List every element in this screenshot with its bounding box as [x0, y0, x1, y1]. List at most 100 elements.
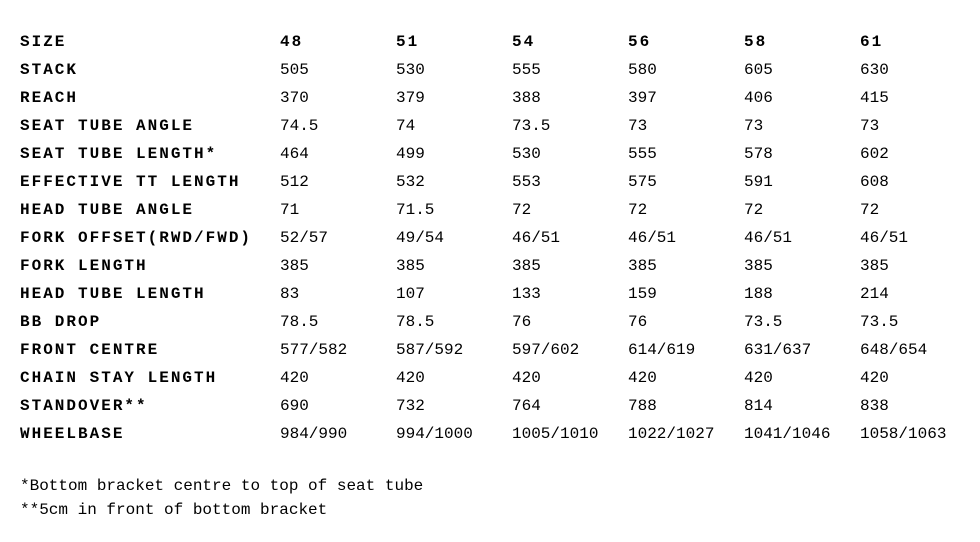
cell: 385: [744, 252, 860, 280]
cell: 159: [628, 280, 744, 308]
cell: 984/990: [280, 420, 396, 448]
cell: 505: [280, 56, 396, 84]
cell: 385: [396, 252, 512, 280]
table-row: HEAD TUBE ANGLE 71 71.5 72 72 72 72: [20, 196, 976, 224]
cell: 1041/1046: [744, 420, 860, 448]
cell: 188: [744, 280, 860, 308]
cell: 397: [628, 84, 744, 112]
footnote-1: *Bottom bracket centre to top of seat tu…: [20, 474, 960, 498]
table-row: STANDOVER** 690 732 764 788 814 838: [20, 392, 976, 420]
cell: 608: [860, 168, 976, 196]
row-label: SEAT TUBE LENGTH*: [20, 140, 280, 168]
table-row: EFFECTIVE TT LENGTH 512 532 553 575 591 …: [20, 168, 976, 196]
cell: 388: [512, 84, 628, 112]
cell: 532: [396, 168, 512, 196]
cell: 420: [744, 364, 860, 392]
footnote-2: **5cm in front of bottom bracket: [20, 498, 960, 522]
cell: 732: [396, 392, 512, 420]
cell: 630: [860, 56, 976, 84]
cell: 578: [744, 140, 860, 168]
row-label: SEAT TUBE ANGLE: [20, 112, 280, 140]
cell: 83: [280, 280, 396, 308]
cell: 602: [860, 140, 976, 168]
cell: 385: [628, 252, 744, 280]
row-label: STANDOVER**: [20, 392, 280, 420]
cell: 814: [744, 392, 860, 420]
table-row: FORK OFFSET(RWD/FWD) 52/57 49/54 46/51 4…: [20, 224, 976, 252]
table-row: SEAT TUBE ANGLE 74.5 74 73.5 73 73 73: [20, 112, 976, 140]
cell: 78.5: [396, 308, 512, 336]
size-col-1: 51: [396, 28, 512, 56]
cell: 46/51: [628, 224, 744, 252]
cell: 415: [860, 84, 976, 112]
cell: 385: [860, 252, 976, 280]
cell: 107: [396, 280, 512, 308]
cell: 72: [628, 196, 744, 224]
cell: 385: [280, 252, 396, 280]
cell: 614/619: [628, 336, 744, 364]
cell: 71.5: [396, 196, 512, 224]
cell: 72: [744, 196, 860, 224]
row-label: FORK OFFSET(RWD/FWD): [20, 224, 280, 252]
cell: 512: [280, 168, 396, 196]
cell: 46/51: [512, 224, 628, 252]
table-row: BB DROP 78.5 78.5 76 76 73.5 73.5: [20, 308, 976, 336]
size-col-0: 48: [280, 28, 396, 56]
cell: 72: [512, 196, 628, 224]
table-row: HEAD TUBE LENGTH 83 107 133 159 188 214: [20, 280, 976, 308]
row-label: STACK: [20, 56, 280, 84]
cell: 76: [628, 308, 744, 336]
cell: 46/51: [860, 224, 976, 252]
cell: 464: [280, 140, 396, 168]
cell: 555: [628, 140, 744, 168]
row-label: HEAD TUBE LENGTH: [20, 280, 280, 308]
cell: 214: [860, 280, 976, 308]
cell: 370: [280, 84, 396, 112]
cell: 838: [860, 392, 976, 420]
cell: 385: [512, 252, 628, 280]
cell: 78.5: [280, 308, 396, 336]
cell: 46/51: [744, 224, 860, 252]
cell: 530: [396, 56, 512, 84]
cell: 575: [628, 168, 744, 196]
table-row: WHEELBASE 984/990 994/1000 1005/1010 102…: [20, 420, 976, 448]
cell: 420: [860, 364, 976, 392]
cell: 605: [744, 56, 860, 84]
size-col-3: 56: [628, 28, 744, 56]
row-label: WHEELBASE: [20, 420, 280, 448]
header-label: SIZE: [20, 28, 280, 56]
cell: 420: [396, 364, 512, 392]
row-label: FORK LENGTH: [20, 252, 280, 280]
table-row: FRONT CENTRE 577/582 587/592 597/602 614…: [20, 336, 976, 364]
cell: 648/654: [860, 336, 976, 364]
table-row: REACH 370 379 388 397 406 415: [20, 84, 976, 112]
row-label: FRONT CENTRE: [20, 336, 280, 364]
cell: 133: [512, 280, 628, 308]
row-label: CHAIN STAY LENGTH: [20, 364, 280, 392]
cell: 1005/1010: [512, 420, 628, 448]
cell: 74.5: [280, 112, 396, 140]
cell: 591: [744, 168, 860, 196]
table-row: SEAT TUBE LENGTH* 464 499 530 555 578 60…: [20, 140, 976, 168]
cell: 764: [512, 392, 628, 420]
row-label: EFFECTIVE TT LENGTH: [20, 168, 280, 196]
cell: 631/637: [744, 336, 860, 364]
cell: 499: [396, 140, 512, 168]
cell: 577/582: [280, 336, 396, 364]
cell: 580: [628, 56, 744, 84]
cell: 73.5: [744, 308, 860, 336]
cell: 788: [628, 392, 744, 420]
cell: 49/54: [396, 224, 512, 252]
cell: 73: [628, 112, 744, 140]
row-label: BB DROP: [20, 308, 280, 336]
footnotes: *Bottom bracket centre to top of seat tu…: [20, 474, 960, 522]
cell: 74: [396, 112, 512, 140]
cell: 597/602: [512, 336, 628, 364]
row-label: REACH: [20, 84, 280, 112]
geometry-table: SIZE 48 51 54 56 58 61 STACK 505 530 555…: [20, 28, 976, 448]
cell: 73.5: [860, 308, 976, 336]
cell: 530: [512, 140, 628, 168]
size-col-5: 61: [860, 28, 976, 56]
size-col-2: 54: [512, 28, 628, 56]
cell: 406: [744, 84, 860, 112]
